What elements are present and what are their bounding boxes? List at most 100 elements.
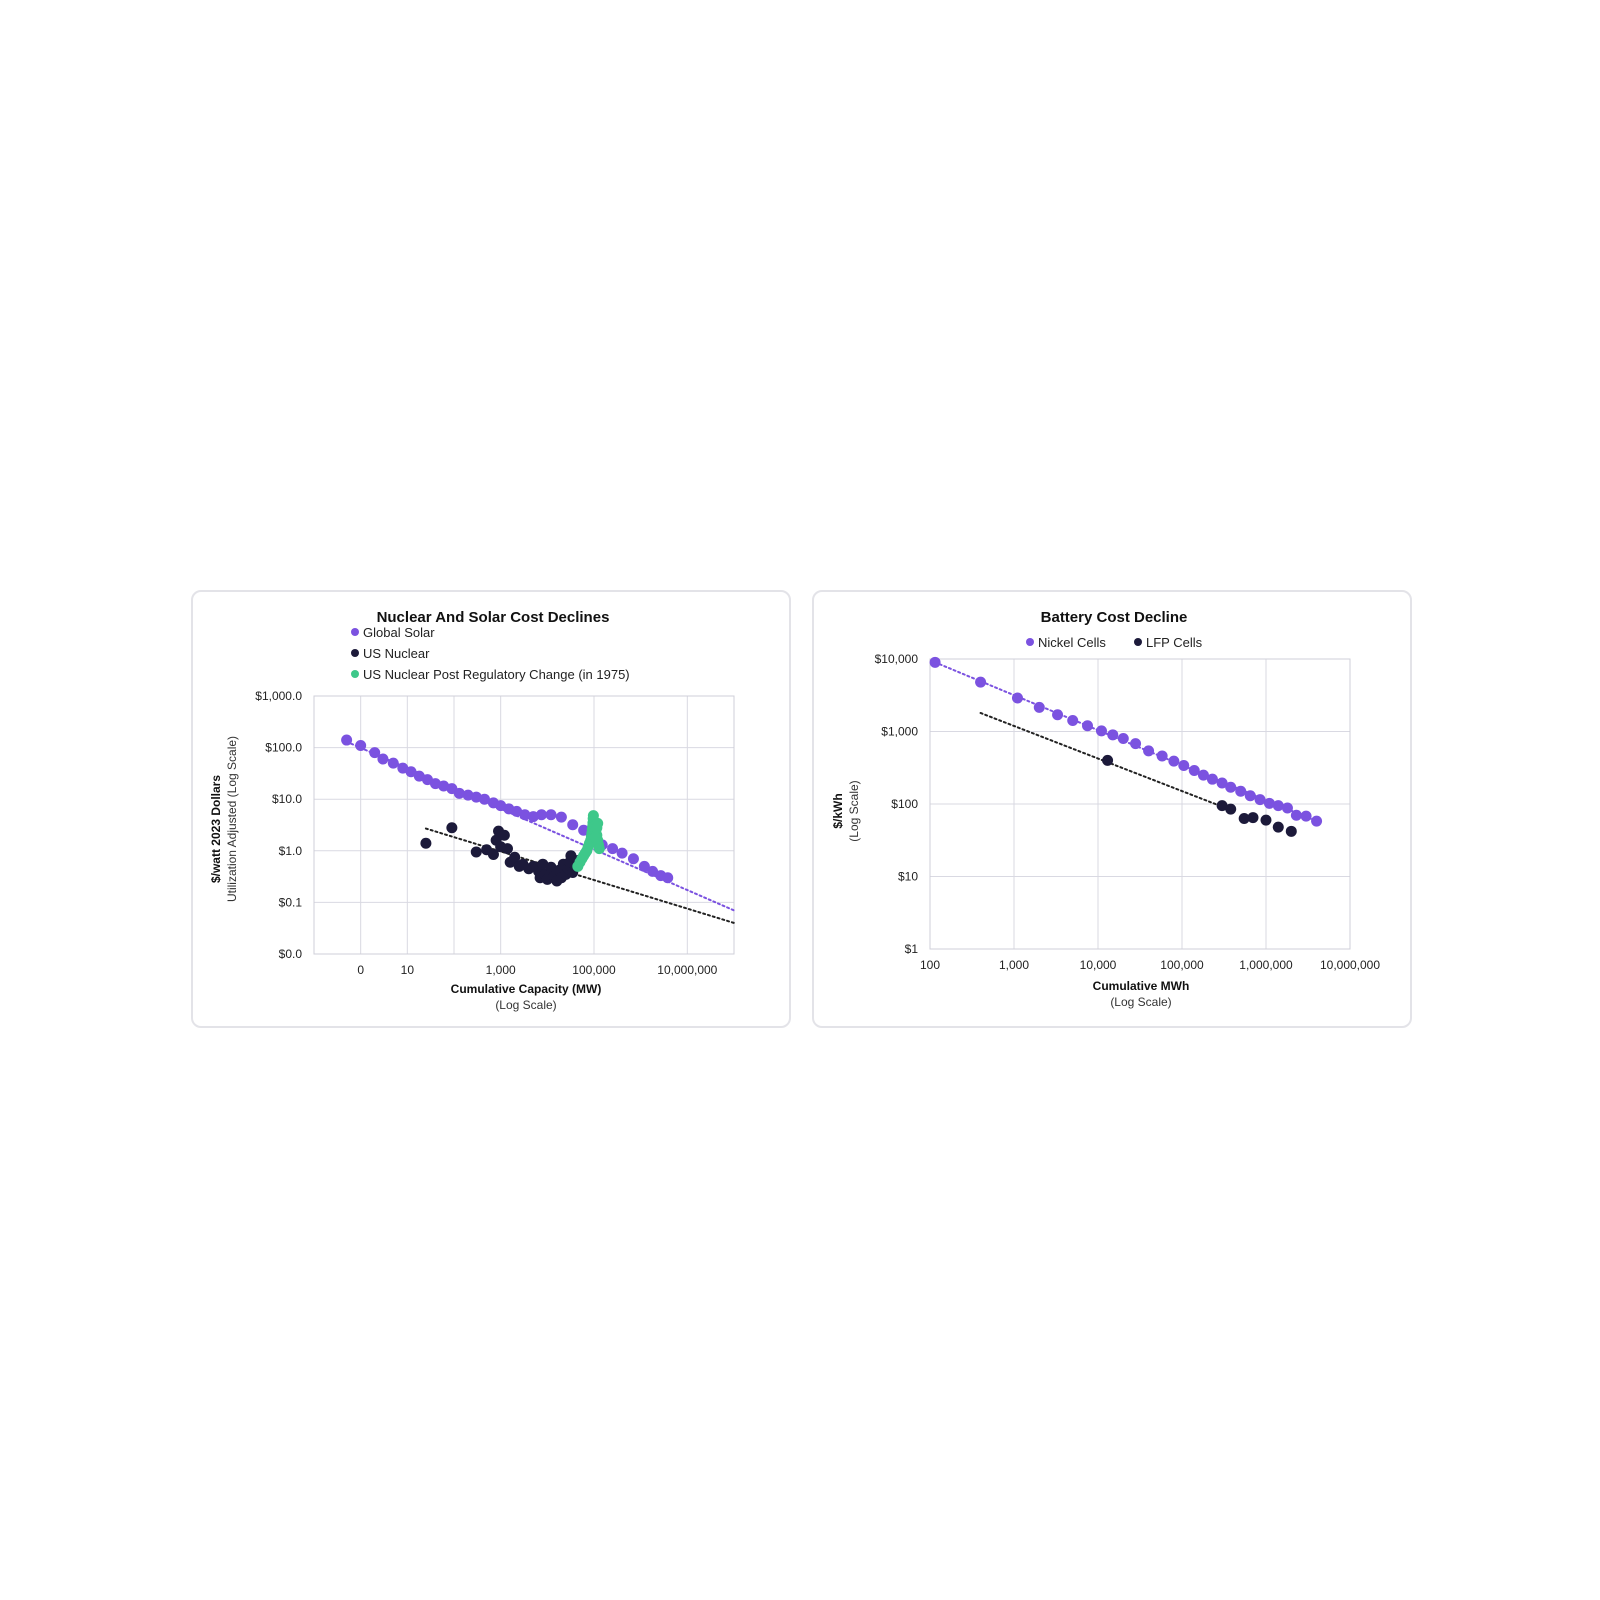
plot-frame (313, 695, 735, 955)
point-lfp-cells (1260, 814, 1272, 826)
point-global-solar (369, 747, 381, 759)
x-tick-label: 0 (357, 963, 364, 977)
point-global-solar (478, 793, 490, 805)
y-tick-label: $10 (898, 870, 918, 884)
point-global-solar (536, 809, 548, 821)
point-nickel-cells (1095, 725, 1107, 737)
point-global-solar (405, 766, 417, 778)
point-global-solar (453, 787, 465, 799)
y-axis-title: $/kWh (831, 793, 845, 828)
x-tick-label: 100 (920, 958, 940, 972)
point-nickel-cells (1052, 709, 1064, 721)
point-lfp-cells (1285, 825, 1297, 837)
point-nickel-cells (1254, 794, 1266, 806)
point-nickel-cells (1011, 692, 1023, 704)
chart-card-nuclear-solar: Nuclear And Solar Cost Declines Global S… (191, 590, 791, 1028)
y-axis-subtitle: Utilization Adjusted (Log Scale) (225, 736, 239, 902)
point-global-solar (527, 811, 539, 823)
point-nickel-cells (1235, 785, 1247, 797)
trendline (424, 827, 735, 924)
point-us-nuclear (446, 822, 458, 834)
point-nickel-cells (1033, 701, 1045, 713)
legend-label-nickel-cells: Nickel Cells (1038, 635, 1106, 650)
point-global-solar (647, 865, 659, 877)
y-tick-label: $1 (905, 942, 919, 956)
y-tick-label: $10,000 (875, 652, 919, 666)
point-us-nuclear (498, 829, 510, 841)
y-axis-title: $/watt 2023 Dollars (209, 775, 223, 883)
y-tick-label: $100.0 (265, 741, 302, 755)
point-nickel-cells (1263, 797, 1275, 809)
point-nickel-cells (1117, 733, 1129, 745)
point-global-solar (470, 791, 482, 803)
chart-title: Nuclear And Solar Cost Declines (377, 609, 610, 626)
point-us-nuclear-post-regulatory-change-in-1975 (591, 822, 603, 834)
y-tick-label: $0.0 (279, 947, 303, 961)
point-us-nuclear-post-regulatory-change-in-1975 (590, 832, 602, 844)
point-nickel-cells (1188, 764, 1200, 776)
point-nickel-cells (1067, 714, 1079, 726)
point-nickel-cells (1197, 769, 1209, 781)
point-nickel-cells (1168, 755, 1180, 767)
point-nickel-cells (1300, 810, 1312, 822)
point-lfp-cells (1238, 813, 1250, 825)
legend-marker-nickel-cells (1026, 638, 1034, 646)
point-nickel-cells (1225, 781, 1237, 793)
point-global-solar (638, 860, 650, 872)
trendline (979, 711, 1224, 808)
point-global-solar (545, 809, 557, 821)
x-axis-subtitle: (Log Scale) (495, 998, 556, 1012)
x-axis-title: Cumulative Capacity (MW) (451, 982, 602, 996)
point-nickel-cells (1216, 777, 1228, 789)
legend: Nickel Cells LFP Cells (1026, 635, 1203, 650)
legend: Global Solar US Nuclear US Nuclear Post … (351, 625, 630, 682)
point-global-solar (462, 789, 474, 801)
y-tick-label: $10.0 (272, 792, 302, 806)
grid (313, 695, 735, 955)
point-global-solar (555, 811, 567, 823)
point-us-nuclear (501, 843, 513, 855)
point-nickel-cells (1281, 802, 1293, 814)
point-nickel-cells (1272, 800, 1284, 812)
y-tick-label: $1,000.0 (255, 689, 302, 703)
point-global-solar (355, 739, 367, 751)
point-nickel-cells (975, 676, 987, 688)
chart-nuclear-solar: Nuclear And Solar Cost Declines Global S… (209, 609, 735, 1012)
point-global-solar (341, 734, 353, 746)
point-nickel-cells (1082, 720, 1094, 732)
point-nickel-cells (1311, 815, 1323, 827)
point-lfp-cells (1102, 754, 1114, 766)
x-axis-subtitle: (Log Scale) (1110, 995, 1171, 1009)
x-tick-label: 10,000,000 (1320, 958, 1380, 972)
legend-label-us-nuclear: US Nuclear (363, 646, 430, 661)
x-tick-label: 10,000 (1080, 958, 1117, 972)
point-global-solar (387, 757, 399, 769)
point-global-solar (397, 762, 409, 774)
point-nickel-cells (1107, 729, 1119, 741)
y-tick-label: $0.1 (279, 895, 303, 909)
point-us-nuclear-post-regulatory-change-in-1975 (593, 843, 605, 855)
point-global-solar (662, 872, 674, 884)
point-nickel-cells (1156, 750, 1168, 762)
point-nickel-cells (1143, 745, 1155, 757)
axis-ticks: $1,000.0 $100.0 $10.0 $1.0 $0.1 $0.0 0 10 1,000 1… (255, 689, 717, 977)
point-nickel-cells (1130, 738, 1142, 750)
legend-label-us-nuclear-post-reg: US Nuclear Post Regulatory Change (in 19… (363, 667, 630, 682)
x-tick-label: 100,000 (572, 963, 616, 977)
point-lfp-cells (1225, 803, 1237, 815)
point-global-solar (519, 809, 531, 821)
y-tick-label: $100 (891, 797, 918, 811)
legend-label-global-solar: Global Solar (363, 625, 435, 640)
x-tick-label: 1,000 (999, 958, 1029, 972)
point-nickel-cells (1244, 790, 1256, 802)
y-tick-label: $1.0 (279, 844, 303, 858)
data-points (929, 656, 1323, 837)
x-tick-label: 1,000,000 (1239, 958, 1293, 972)
point-global-solar (616, 847, 628, 859)
x-axis-title: Cumulative MWh (1093, 979, 1190, 993)
x-tick-label: 10 (401, 963, 415, 977)
y-axis-subtitle: (Log Scale) (847, 780, 861, 841)
x-tick-label: 100,000 (1160, 958, 1204, 972)
legend-label-lfp-cells: LFP Cells (1146, 635, 1203, 650)
